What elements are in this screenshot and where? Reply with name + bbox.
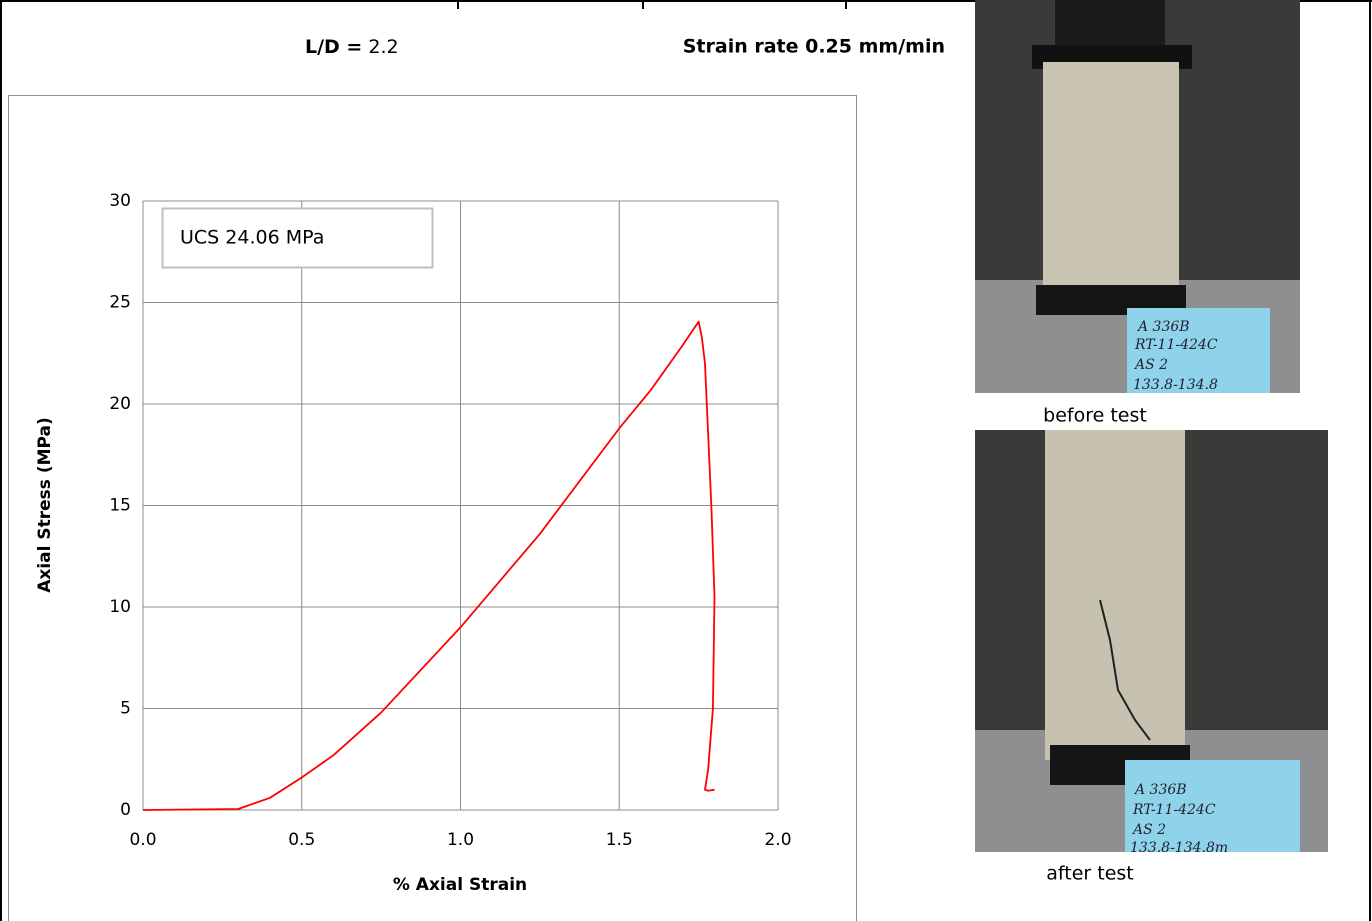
annotation-box xyxy=(161,207,434,269)
data-line xyxy=(142,320,716,811)
ld-value: 2.2 xyxy=(368,36,398,58)
y-tick-label: 0 xyxy=(120,800,131,820)
y-tick-label: 20 xyxy=(109,394,131,414)
tag-line: A 336B xyxy=(1136,319,1190,335)
tag-line: AS 2 xyxy=(1133,357,1168,373)
x-tick-label: 1.0 xyxy=(447,830,474,850)
caption-after: after test xyxy=(1046,863,1133,885)
tag-line: RT-11-424C xyxy=(1132,802,1216,818)
y-tick-label: 25 xyxy=(109,293,131,313)
ld-label: L/D = 2.2 xyxy=(305,36,399,58)
x-axis-label: % Axial Strain xyxy=(393,875,527,895)
y-tick-label: 10 xyxy=(109,597,131,617)
chart: 0 5 10 15 20 25 30 0.0 0.5 1.0 1.5 2.0 xyxy=(109,191,791,850)
x-tick-label: 2.0 xyxy=(764,830,791,850)
y-tick-label: 15 xyxy=(109,496,131,516)
strain-rate: Strain rate 0.25 mm/min xyxy=(683,36,945,58)
ld-label-text: L/D = xyxy=(305,36,362,58)
tag-line: AS 2 xyxy=(1131,822,1166,838)
annotation: UCS 24.06 MPa xyxy=(180,227,324,249)
y-tick-label: 30 xyxy=(109,191,131,211)
x-tick-label: 1.5 xyxy=(606,830,633,850)
photo-before xyxy=(975,0,1300,393)
photo-before-tag: A 336B RT-11-424C AS 2 133.8-134.8 xyxy=(1133,319,1218,393)
tag-line: 133.8-134.8 xyxy=(1133,377,1218,393)
x-tick-label: 0.5 xyxy=(288,830,315,850)
photo-after xyxy=(975,430,1328,852)
photo-after-tag: A 336B RT-11-424C AS 2 133.8-134.8m xyxy=(1130,782,1228,856)
tag-line: 133.8-134.8m xyxy=(1130,840,1228,856)
caption-before: before test xyxy=(1043,405,1147,427)
x-tick-label: 0.0 xyxy=(129,830,156,850)
tag-line: A 336B xyxy=(1133,782,1187,798)
tag-line: RT-11-424C xyxy=(1134,337,1218,353)
y-tick-label: 5 xyxy=(120,699,131,719)
y-axis-label: Axial Stress (MPa) xyxy=(35,417,55,593)
